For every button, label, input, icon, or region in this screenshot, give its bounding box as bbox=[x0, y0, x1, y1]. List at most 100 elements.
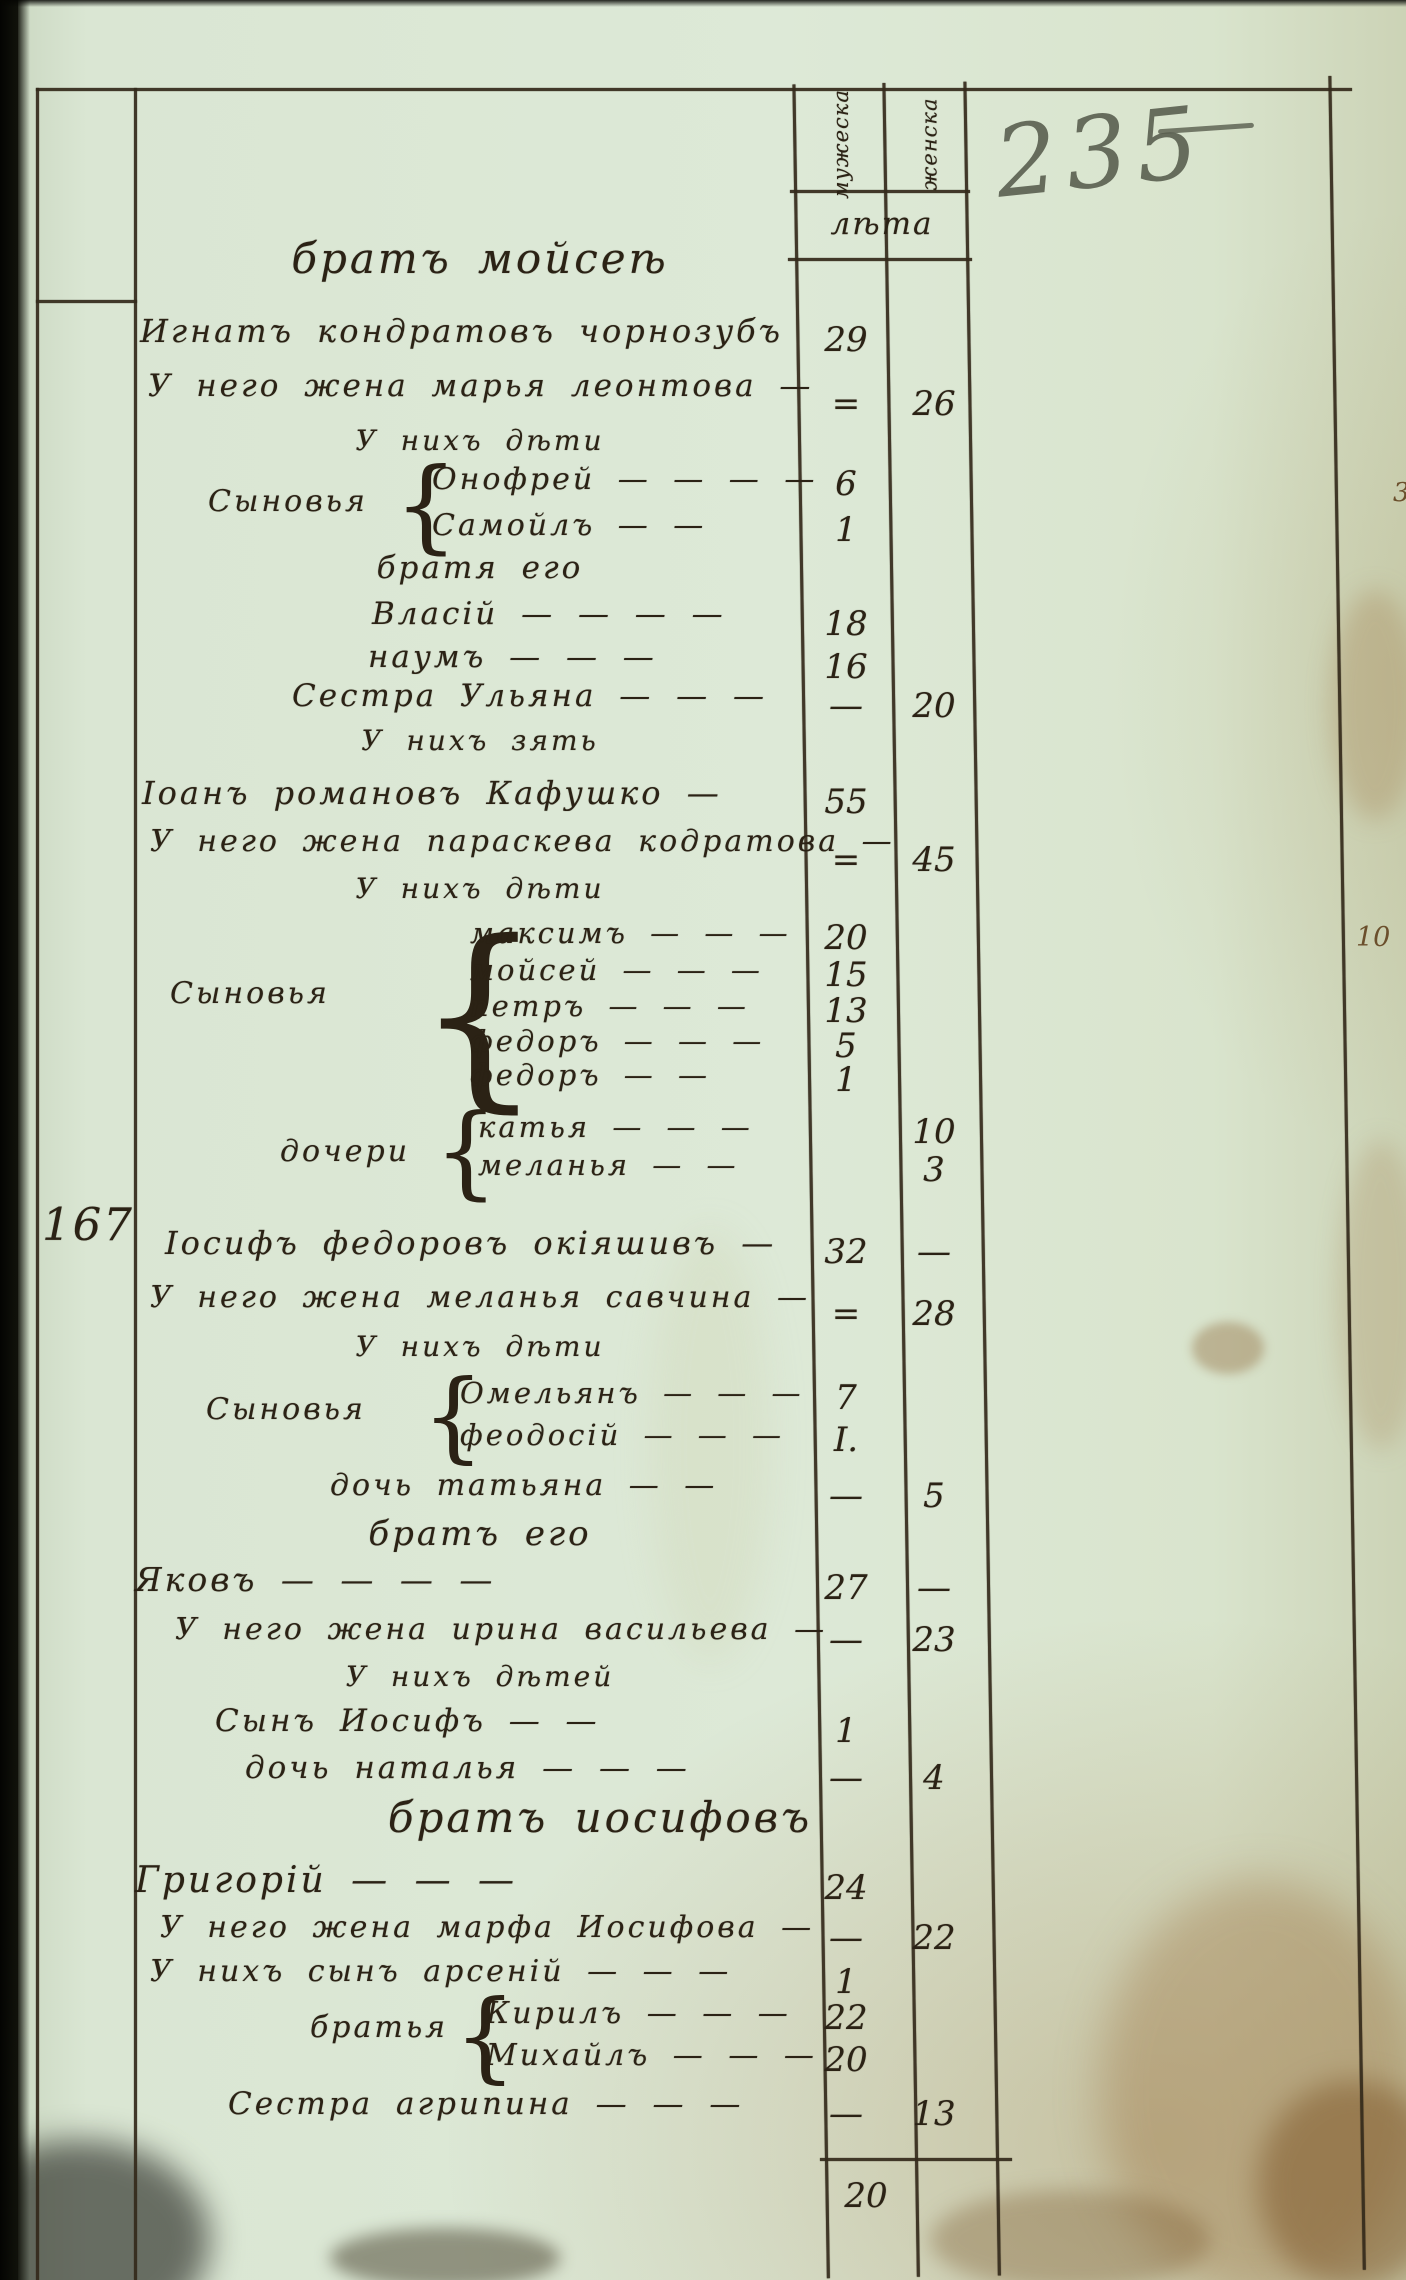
table-top-border bbox=[36, 88, 1352, 91]
person-name: Власій — — — — bbox=[372, 596, 726, 632]
age-male: 18 bbox=[824, 604, 868, 644]
age-male: 29 bbox=[824, 320, 868, 360]
family-note: братя его bbox=[376, 550, 584, 586]
age-male: 5 bbox=[835, 1026, 857, 1066]
book-binding-shadow bbox=[0, 0, 30, 2280]
age-female: 10 bbox=[912, 1112, 956, 1152]
group-brace-icon: { bbox=[416, 898, 543, 1130]
age-female: 5 bbox=[923, 1476, 945, 1516]
age-male: 24 bbox=[824, 1868, 868, 1908]
person-name: Онофрей — — — — bbox=[432, 462, 818, 497]
person-name: феодосій — — — bbox=[460, 1418, 785, 1452]
age-female: 45 bbox=[912, 840, 956, 880]
group-label: Сыновья bbox=[208, 484, 368, 519]
years-label: лѣта bbox=[830, 206, 934, 242]
person-name: Яковъ — — — — bbox=[135, 1560, 496, 1599]
age-male: = bbox=[831, 1294, 861, 1334]
age-male: I. bbox=[833, 1420, 859, 1460]
age-male: 20 bbox=[824, 2040, 868, 2080]
age-male: 27 bbox=[824, 1568, 868, 1608]
right-margin-note: 10 bbox=[1356, 922, 1391, 953]
group-label: Сыновья bbox=[206, 1392, 366, 1427]
age-male: 1 bbox=[835, 510, 857, 550]
group-brace-icon: { bbox=[434, 1092, 499, 1210]
person-name: федоръ — — — bbox=[470, 1024, 765, 1058]
person-name: Самойлъ — — bbox=[432, 508, 707, 543]
age-female: — bbox=[917, 1568, 951, 1608]
age-male: — bbox=[829, 2094, 863, 2134]
person-name: У него жена ирина васильева — bbox=[175, 1612, 828, 1647]
paper bbox=[18, 0, 1406, 2280]
person-name: Михайлъ — — — bbox=[486, 2038, 817, 2073]
subtotal-rule bbox=[820, 2158, 1012, 2161]
person-name: федоръ — — bbox=[470, 1058, 711, 1092]
header-divider bbox=[790, 190, 970, 193]
section-heading: братъ мойсеѣ bbox=[291, 234, 669, 283]
age-male: 13 bbox=[824, 991, 868, 1031]
age-female: 4 bbox=[923, 1758, 945, 1798]
family-note: У нихъ зять bbox=[361, 724, 599, 757]
person-name: Сынъ Иосифъ — — bbox=[215, 1703, 600, 1739]
age-male: — bbox=[829, 1918, 863, 1958]
family-note: братъ его bbox=[368, 1514, 592, 1554]
person-name: Кирилъ — — — bbox=[486, 1996, 791, 2031]
person-name: У него жена меланья савчина — bbox=[150, 1280, 810, 1315]
person-name: дочь татьяна — — bbox=[330, 1468, 718, 1503]
person-name: наумъ — — — bbox=[368, 639, 657, 675]
person-name: Сестра Ульяна — — — bbox=[292, 678, 768, 714]
family-note: У нихъ дѣти bbox=[355, 1330, 605, 1363]
right-margin-note-small: 3 bbox=[1393, 478, 1406, 508]
person-name: У него жена марья леонтова — bbox=[148, 368, 814, 404]
family-note: У нихъ дѣти bbox=[355, 872, 605, 905]
margin-column-divider bbox=[36, 300, 137, 303]
group-brace-icon: { bbox=[422, 1360, 485, 1474]
family-note: У нихъ дѣти bbox=[355, 424, 605, 457]
age-female: 28 bbox=[912, 1294, 956, 1334]
age-male: 20 bbox=[824, 918, 868, 958]
group-brace-icon: { bbox=[454, 1980, 517, 2094]
age-male: 15 bbox=[824, 955, 868, 995]
age-male: 55 bbox=[824, 782, 868, 822]
age-male: 22 bbox=[824, 1998, 868, 2038]
person-name: Іоанъ романовъ Кафушко — bbox=[142, 774, 722, 812]
person-name: Сестра агрипина — — — bbox=[228, 2086, 744, 2122]
group-brace-icon: { bbox=[394, 446, 459, 564]
age-female: — bbox=[917, 1232, 951, 1272]
person-name: петръ — — — bbox=[470, 989, 749, 1023]
age-male: — bbox=[829, 1476, 863, 1516]
age-female: 20 bbox=[912, 686, 956, 726]
person-name: Игнатъ кондратовъ чорнозубъ bbox=[140, 312, 783, 350]
age-male: — bbox=[829, 1620, 863, 1660]
person-name: дочь наталья — — — bbox=[245, 1750, 690, 1786]
age-female: 3 bbox=[923, 1150, 945, 1190]
age-male: 1 bbox=[835, 1711, 857, 1751]
age-female: 23 bbox=[912, 1620, 956, 1660]
page-top-edge bbox=[0, 0, 1406, 7]
age-male: = bbox=[831, 384, 861, 424]
age-male: 1 bbox=[835, 1962, 857, 2002]
group-label: дочери bbox=[280, 1134, 411, 1169]
age-male: — bbox=[829, 1758, 863, 1798]
header-bottom-divider bbox=[788, 258, 972, 261]
age-female: 13 bbox=[912, 2094, 956, 2134]
person-name: У него жена параскева кодратова — bbox=[150, 824, 895, 859]
household-number: 167 bbox=[42, 1198, 134, 1251]
person-name: Омельянъ — — — bbox=[460, 1376, 804, 1410]
margin-column-line bbox=[134, 88, 137, 2280]
age-male: — bbox=[829, 686, 863, 726]
person-name: максимъ — — — bbox=[470, 916, 791, 950]
column-total-male: 20 bbox=[844, 2176, 888, 2216]
age-male: 16 bbox=[824, 647, 868, 687]
person-name: катья — — — bbox=[478, 1110, 753, 1144]
age-male: 32 bbox=[824, 1232, 868, 1272]
person-name: меланья — — bbox=[478, 1148, 739, 1182]
person-name: мойсей — — — bbox=[470, 953, 763, 987]
person-name: У нихъ сынъ арсеній — — — bbox=[150, 1954, 732, 1989]
age-male: 1 bbox=[835, 1060, 857, 1100]
group-label: братья bbox=[310, 2010, 449, 2045]
group-label: Сыновья bbox=[170, 976, 330, 1011]
table-left-border bbox=[36, 88, 39, 2280]
age-male: 6 bbox=[835, 464, 857, 504]
